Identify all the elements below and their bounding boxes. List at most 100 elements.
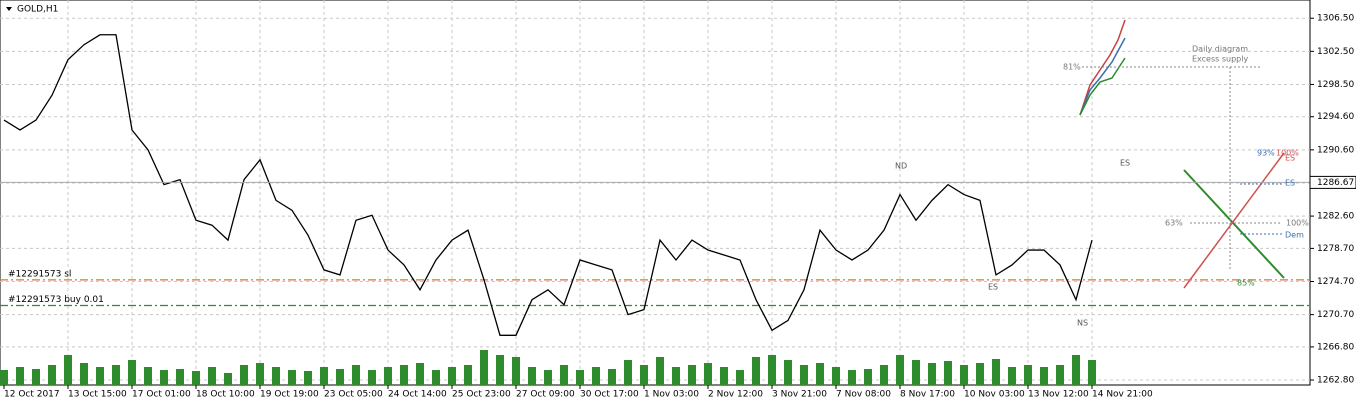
volume-bar [704, 363, 712, 385]
volume-bar [752, 357, 760, 385]
volume-bar [400, 365, 408, 385]
volume-bar [736, 370, 744, 385]
volume-bar [608, 369, 616, 385]
volume-bar [816, 363, 824, 385]
annotation: 63% [1165, 219, 1183, 228]
volume-bar [512, 357, 520, 385]
volume-bar [880, 365, 888, 385]
volume-bar [160, 370, 168, 385]
volume-bar [1056, 365, 1064, 385]
volume-bar [576, 370, 584, 385]
x-tick-label: 10 Nov 03:00 [964, 390, 1025, 400]
annotation: ES [1285, 179, 1295, 188]
volume-bar [320, 367, 328, 385]
volume-bar [800, 365, 808, 385]
volume-bar [1024, 365, 1032, 385]
current-price-label: 1286.67 [1317, 178, 1354, 188]
volume-bar [96, 367, 104, 385]
volume-bar [768, 355, 776, 385]
volume-bar [32, 369, 40, 385]
volume-bar [448, 367, 456, 385]
volume-bar [304, 371, 312, 385]
annotation: 85% [1237, 279, 1255, 288]
x-tick-label: 2 Nov 12:00 [708, 390, 763, 400]
volume-bar [384, 367, 392, 385]
volume-bar [1008, 367, 1016, 385]
volume-bar [992, 359, 1000, 385]
volume-bar [672, 367, 680, 385]
volume-bar [528, 367, 536, 385]
y-tick-label: 1306.50 [1317, 14, 1354, 24]
annotation: 81% [1063, 63, 1081, 72]
volume-bar [896, 355, 904, 385]
daily-diagram [1079, 19, 1285, 289]
annotation: Excess supply [1192, 55, 1248, 64]
y-tick-label: 1262.80 [1317, 376, 1354, 386]
y-tick-label: 1294.60 [1317, 112, 1354, 122]
volume-bar [0, 370, 8, 385]
y-tick-label: 1302.50 [1317, 47, 1354, 57]
volume-bar [1088, 360, 1096, 385]
volume-bar [224, 373, 232, 385]
chart-title: GOLD,H1 [17, 5, 58, 15]
volume-bar [848, 370, 856, 385]
volume-bar [864, 369, 872, 385]
volume-bar [592, 367, 600, 385]
x-tick-label: 13 Nov 12:00 [1028, 390, 1089, 400]
x-tick-label: 27 Oct 09:00 [516, 390, 575, 400]
volume-bar [288, 370, 296, 385]
volume-bar [480, 350, 488, 385]
volume-bar [112, 365, 120, 385]
volume-bar [944, 361, 952, 385]
volume-bar [544, 370, 552, 385]
volume-bar [240, 365, 248, 385]
y-tick-label: 1278.70 [1317, 244, 1354, 254]
annotation: 93% [1257, 149, 1275, 158]
volume-bar [928, 363, 936, 385]
curve [1079, 19, 1126, 116]
volume-bar [720, 367, 728, 385]
annotation: ES [1285, 154, 1295, 163]
x-tick-label: 8 Nov 17:00 [900, 390, 955, 400]
volume-bar [48, 365, 56, 385]
volume-bar [464, 365, 472, 385]
volume-bar [1072, 355, 1080, 385]
volume-bar [624, 360, 632, 385]
volume-bar [352, 365, 360, 385]
volume-bar [144, 367, 152, 385]
x-tick-label: 19 Oct 19:00 [260, 390, 319, 400]
volume-bar [640, 365, 648, 385]
x-tick-label: 12 Oct 2017 [4, 390, 60, 400]
y-tick-label: 1282.60 [1317, 212, 1354, 222]
annotation: ES [1120, 159, 1130, 168]
x-tick-label: 24 Oct 14:00 [388, 390, 447, 400]
volume-bar [832, 367, 840, 385]
x-tick-label: 14 Nov 21:00 [1092, 390, 1153, 400]
volume-bar [272, 367, 280, 385]
x-tick-label: 30 Oct 17:00 [580, 390, 639, 400]
x-tick-label: 25 Oct 23:00 [452, 390, 511, 400]
volume-bar [368, 370, 376, 385]
demand-line [1183, 152, 1285, 289]
x-tick-label: 13 Oct 15:00 [68, 390, 127, 400]
order-label: #12291573 buy 0.01 [8, 295, 104, 305]
volume-bar [960, 365, 968, 385]
menu-arrow[interactable] [6, 7, 12, 11]
volume-bar [496, 355, 504, 385]
curve [1079, 37, 1126, 116]
volume-bar [976, 363, 984, 385]
x-tick-label: 1 Nov 03:00 [644, 390, 699, 400]
x-tick-label: 18 Oct 10:00 [196, 390, 255, 400]
supply-line [1183, 169, 1285, 279]
y-tick-label: 1290.60 [1317, 145, 1354, 155]
annotation: 100% [1276, 149, 1299, 158]
x-tick-label: 23 Oct 05:00 [324, 390, 383, 400]
volume-bar [336, 369, 344, 385]
volume-bar [64, 355, 72, 385]
curve [1079, 57, 1126, 116]
volume-bar [416, 363, 424, 385]
x-tick-label: 3 Nov 21:00 [772, 390, 827, 400]
annotation: ND [895, 162, 907, 171]
volume-bar [784, 360, 792, 385]
volume-bar [912, 360, 920, 385]
